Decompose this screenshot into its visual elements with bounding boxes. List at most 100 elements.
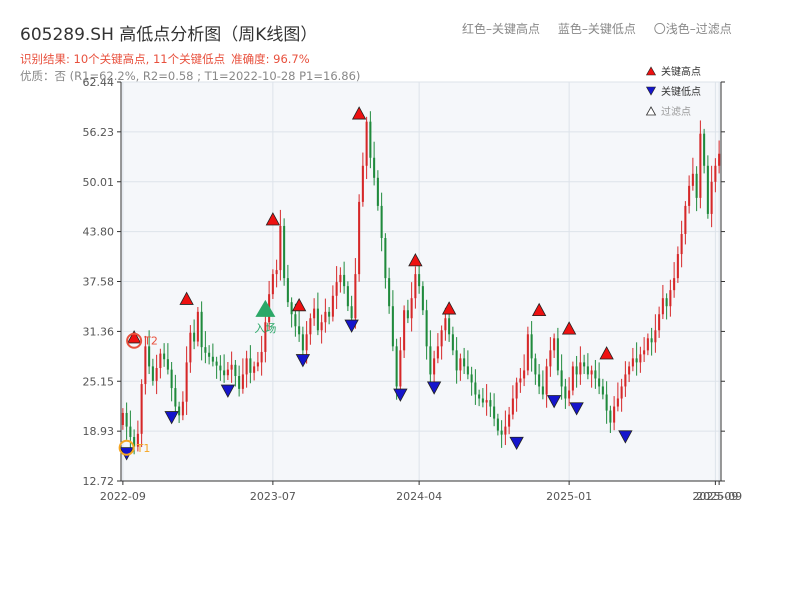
candle-body — [399, 350, 402, 387]
key-low-marker — [164, 411, 179, 425]
candle-body — [196, 311, 199, 342]
candle-body — [178, 406, 181, 416]
entry-marker — [255, 299, 276, 317]
candle-body — [481, 398, 484, 403]
quality-line: 优质：否 (R1=62.2%, R2=0.58 ; T1=2022-10-28 … — [20, 69, 361, 83]
candle-body — [163, 353, 166, 360]
candle-body — [661, 298, 664, 315]
candle-body — [553, 338, 556, 351]
candle-body — [309, 318, 312, 335]
candle-body — [249, 358, 252, 373]
candle-body — [530, 334, 533, 359]
y-tick-label: 62.44 — [83, 76, 115, 89]
candle-body — [534, 358, 537, 375]
candle-body — [264, 322, 267, 352]
candle-body — [538, 374, 541, 387]
candle-body — [710, 181, 713, 214]
candle-body — [688, 185, 691, 206]
candle-body — [549, 350, 552, 367]
candle-body — [631, 358, 634, 367]
candle-body — [680, 233, 683, 255]
candle-body — [429, 346, 432, 375]
candle-body — [444, 318, 447, 331]
candle-body — [418, 274, 421, 287]
candle-body — [448, 318, 451, 335]
candle-body — [193, 332, 196, 342]
candle-body — [658, 314, 661, 331]
candle-body — [691, 173, 694, 186]
candle-body — [219, 365, 222, 371]
candle-body — [575, 366, 578, 375]
candle-body — [174, 388, 177, 407]
candle-body — [474, 382, 477, 395]
candle-body — [200, 311, 203, 348]
key-low-marker — [393, 388, 408, 402]
legend-filtered-icon — [645, 106, 657, 116]
candle-body — [185, 362, 188, 402]
candle-body — [455, 350, 458, 371]
candle-body — [331, 295, 334, 317]
candle-body — [493, 406, 496, 419]
candle-body — [504, 426, 507, 435]
candle-body — [253, 366, 256, 373]
candle-body — [489, 400, 492, 407]
y-tick-label: 25.15 — [83, 375, 115, 388]
legend-filtered-label: 过滤点 — [661, 105, 691, 118]
key-low-marker — [295, 354, 311, 368]
candle-body — [583, 362, 586, 367]
candle-body — [598, 378, 601, 387]
candle-body — [275, 270, 278, 275]
candle-body — [245, 358, 248, 375]
candle-body — [579, 362, 582, 375]
candle-body — [136, 433, 139, 447]
key-low-marker — [509, 436, 524, 451]
y-tick-label: 56.23 — [83, 126, 115, 139]
candle-body — [335, 282, 338, 296]
candle-body — [646, 338, 649, 351]
candle-body — [305, 334, 308, 351]
result-line: 识别结果: 10个关键高点, 11个关键低点 准确度: 96.7% — [20, 51, 310, 67]
candle-body — [256, 362, 259, 367]
y-tick-label: 37.58 — [83, 276, 115, 289]
candle-body — [369, 121, 372, 158]
key-low-marker — [618, 430, 633, 444]
candle-body — [271, 274, 274, 295]
key-high-marker — [441, 301, 457, 315]
candle-body — [609, 410, 612, 423]
candle-body — [616, 398, 619, 407]
candle-body — [151, 366, 154, 381]
candle-body — [208, 352, 211, 357]
y-tick-label: 31.36 — [83, 325, 115, 338]
candle-body — [410, 298, 413, 319]
entry-label: 入场 — [254, 321, 276, 335]
candle-body — [440, 330, 443, 347]
candle-body — [204, 347, 207, 353]
candle-body — [373, 157, 376, 178]
key-low-marker — [546, 395, 562, 409]
candle-body — [695, 173, 698, 198]
candle-body — [601, 386, 604, 395]
x-tick-label: 2025-09 — [692, 490, 738, 503]
key-low-marker — [426, 381, 442, 395]
candle-body — [650, 338, 653, 343]
candle-body — [380, 205, 383, 239]
y-tick-label: 43.80 — [83, 226, 115, 239]
key-high-marker — [265, 212, 281, 226]
y-tick-label: 12.72 — [83, 475, 115, 488]
candle-body — [665, 298, 668, 307]
candle-body — [635, 358, 638, 363]
candle-body — [414, 274, 417, 299]
x-tick-label: 2025-09 — [696, 490, 742, 503]
key-high-marker — [531, 302, 547, 317]
candle-body — [133, 437, 136, 447]
x-tick-label: 2024-04 — [396, 490, 442, 503]
candle-body — [170, 369, 173, 389]
t2-label: T2 — [143, 335, 158, 348]
candle-body — [718, 153, 721, 166]
x-tick-label: 2022-09 — [100, 490, 146, 503]
candle-body — [166, 359, 169, 370]
candle-body — [211, 356, 214, 362]
key-low-marker — [344, 319, 359, 333]
key-high-marker — [291, 297, 307, 312]
